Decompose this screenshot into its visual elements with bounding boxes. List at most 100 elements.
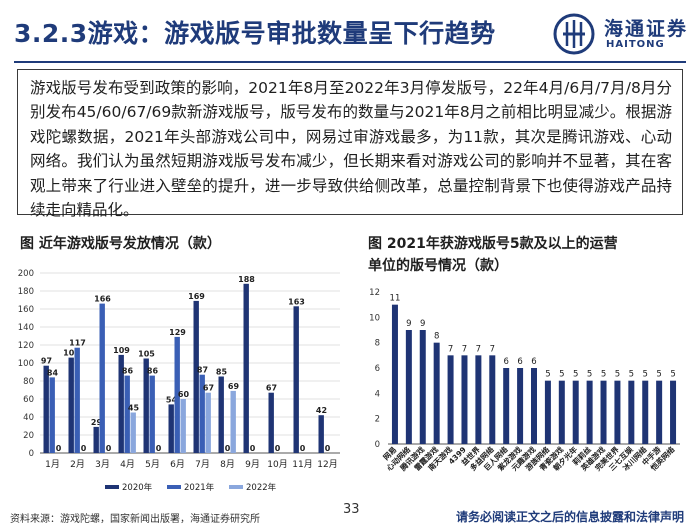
right-y-tick: 0: [375, 440, 380, 450]
left-x-tick: 11月: [292, 459, 312, 470]
left-bar-label: 129: [169, 328, 186, 337]
right-y-tick: 8: [375, 339, 380, 349]
haitong-emblem-icon: [553, 13, 595, 55]
right-bar-label: 7: [448, 344, 453, 354]
right-bar-label: 5: [573, 370, 578, 380]
left-bar-label: 54: [166, 395, 178, 404]
left-bar: [130, 412, 136, 453]
left-bar-label: 97: [41, 357, 52, 366]
right-bar: [447, 355, 454, 444]
summary-text: 游戏版号发布受到政策的影响，2021年8月至2022年3月停发版号，22年4月/…: [30, 79, 672, 220]
source-note: 资料来源：游戏陀螺，国家新闻出版署，海通证券研究所: [10, 514, 260, 525]
left-bar-label: 69: [228, 382, 240, 391]
right-bar: [614, 380, 621, 444]
right-bar: [391, 304, 398, 444]
right-chart-title-line1: 图 2021年获游戏版号5款及以上的运营: [368, 236, 618, 252]
left-bar: [268, 392, 274, 453]
right-bar-label: 7: [476, 344, 481, 354]
left-bar: [199, 374, 205, 453]
left-bar: [74, 347, 80, 453]
page-number: 33: [343, 502, 360, 517]
left-x-tick: 4月: [120, 459, 135, 470]
page-title: 3.2.3游戏：游戏版号审批数量呈下行趋势: [14, 19, 496, 48]
left-bar: [230, 390, 236, 453]
disclaimer: 请务必阅读正文之后的信息披露和法律声明: [456, 510, 685, 524]
left-bar-label: 0: [56, 444, 62, 453]
left-bar-label: 29: [91, 418, 103, 427]
left-bar-label: 109: [113, 346, 130, 355]
left-y-tick: 60: [23, 395, 34, 405]
right-bar: [419, 330, 426, 444]
left-y-tick: 40: [23, 413, 34, 423]
left-x-tick: 8月: [220, 459, 235, 470]
right-bar-label: 5: [629, 370, 634, 380]
left-bar: [193, 300, 199, 453]
left-y-tick: 0: [29, 449, 34, 459]
right-bar: [531, 368, 537, 444]
left-y-tick: 120: [18, 341, 34, 351]
left-legend-swatch: [105, 485, 119, 489]
left-bar-label: 0: [250, 444, 256, 453]
right-bar-label: 5: [545, 370, 550, 380]
right-bar-label: 6: [517, 357, 522, 367]
right-bar: [517, 368, 524, 444]
right-bar-label: 9: [420, 319, 425, 329]
left-bar-label: 163: [288, 297, 305, 306]
left-x-tick: 3月: [95, 459, 110, 470]
left-bar: [43, 365, 49, 453]
left-x-tick: 6月: [170, 459, 185, 470]
left-y-tick: 20: [23, 431, 34, 441]
right-bar: [586, 380, 593, 444]
left-x-tick: 1月: [45, 459, 60, 470]
right-chart-title-line2: 单位的版号情况（款）: [368, 258, 508, 274]
right-bar: [503, 368, 510, 444]
left-x-tick: 12月: [317, 459, 337, 470]
right-bar: [642, 380, 649, 444]
right-y-tick: 10: [369, 313, 380, 323]
right-bar: [433, 342, 440, 444]
left-y-tick: 200: [18, 269, 34, 279]
left-bar-label: 85: [216, 368, 228, 377]
right-y-tick: 6: [375, 364, 380, 374]
left-bar: [93, 426, 99, 453]
right-bar-label: 11: [390, 294, 401, 304]
left-bar: [118, 354, 124, 453]
left-bar-label: 84: [47, 368, 59, 377]
left-bar-label: 67: [266, 384, 277, 393]
left-legend-swatch: [167, 485, 181, 489]
left-bar-label: 86: [122, 367, 134, 376]
left-bar-label: 188: [238, 275, 255, 284]
left-bar: [168, 404, 174, 453]
right-bar-label: 5: [643, 370, 648, 380]
left-legend-label: 2021年: [184, 482, 215, 493]
right-chart-title: 图 2021年获游戏版号5款及以上的运营 单位的版号情况（款）: [368, 233, 618, 277]
right-bar: [405, 330, 412, 444]
left-bar-label: 86: [147, 367, 159, 376]
logo-text-cn: 海通证券: [604, 18, 689, 40]
right-bar: [600, 380, 607, 444]
left-bar-label: 166: [94, 295, 111, 304]
right-bar: [670, 380, 677, 444]
left-y-tick: 80: [23, 377, 34, 387]
left-bar-label: 117: [69, 339, 86, 348]
right-bar: [572, 380, 579, 444]
left-bar: [243, 283, 249, 453]
left-bar-label: 0: [325, 444, 331, 453]
left-bar: [205, 392, 211, 453]
right-y-tick: 2: [375, 415, 380, 425]
right-bar: [489, 355, 496, 444]
left-bar: [218, 376, 224, 453]
left-bar-label: 42: [316, 406, 327, 415]
right-bar-label: 5: [559, 370, 564, 380]
left-bar-label: 169: [188, 292, 205, 301]
left-y-tick: 140: [18, 323, 34, 333]
left-bar: [174, 336, 180, 453]
right-bar: [461, 355, 468, 444]
right-bar: [656, 380, 663, 444]
right-y-tick: 12: [369, 288, 380, 298]
right-bar: [558, 380, 565, 444]
left-y-tick: 160: [18, 305, 34, 315]
left-bar-label: 0: [225, 444, 231, 453]
right-y-tick: 4: [375, 389, 380, 399]
right-bar-label: 6: [503, 357, 508, 367]
